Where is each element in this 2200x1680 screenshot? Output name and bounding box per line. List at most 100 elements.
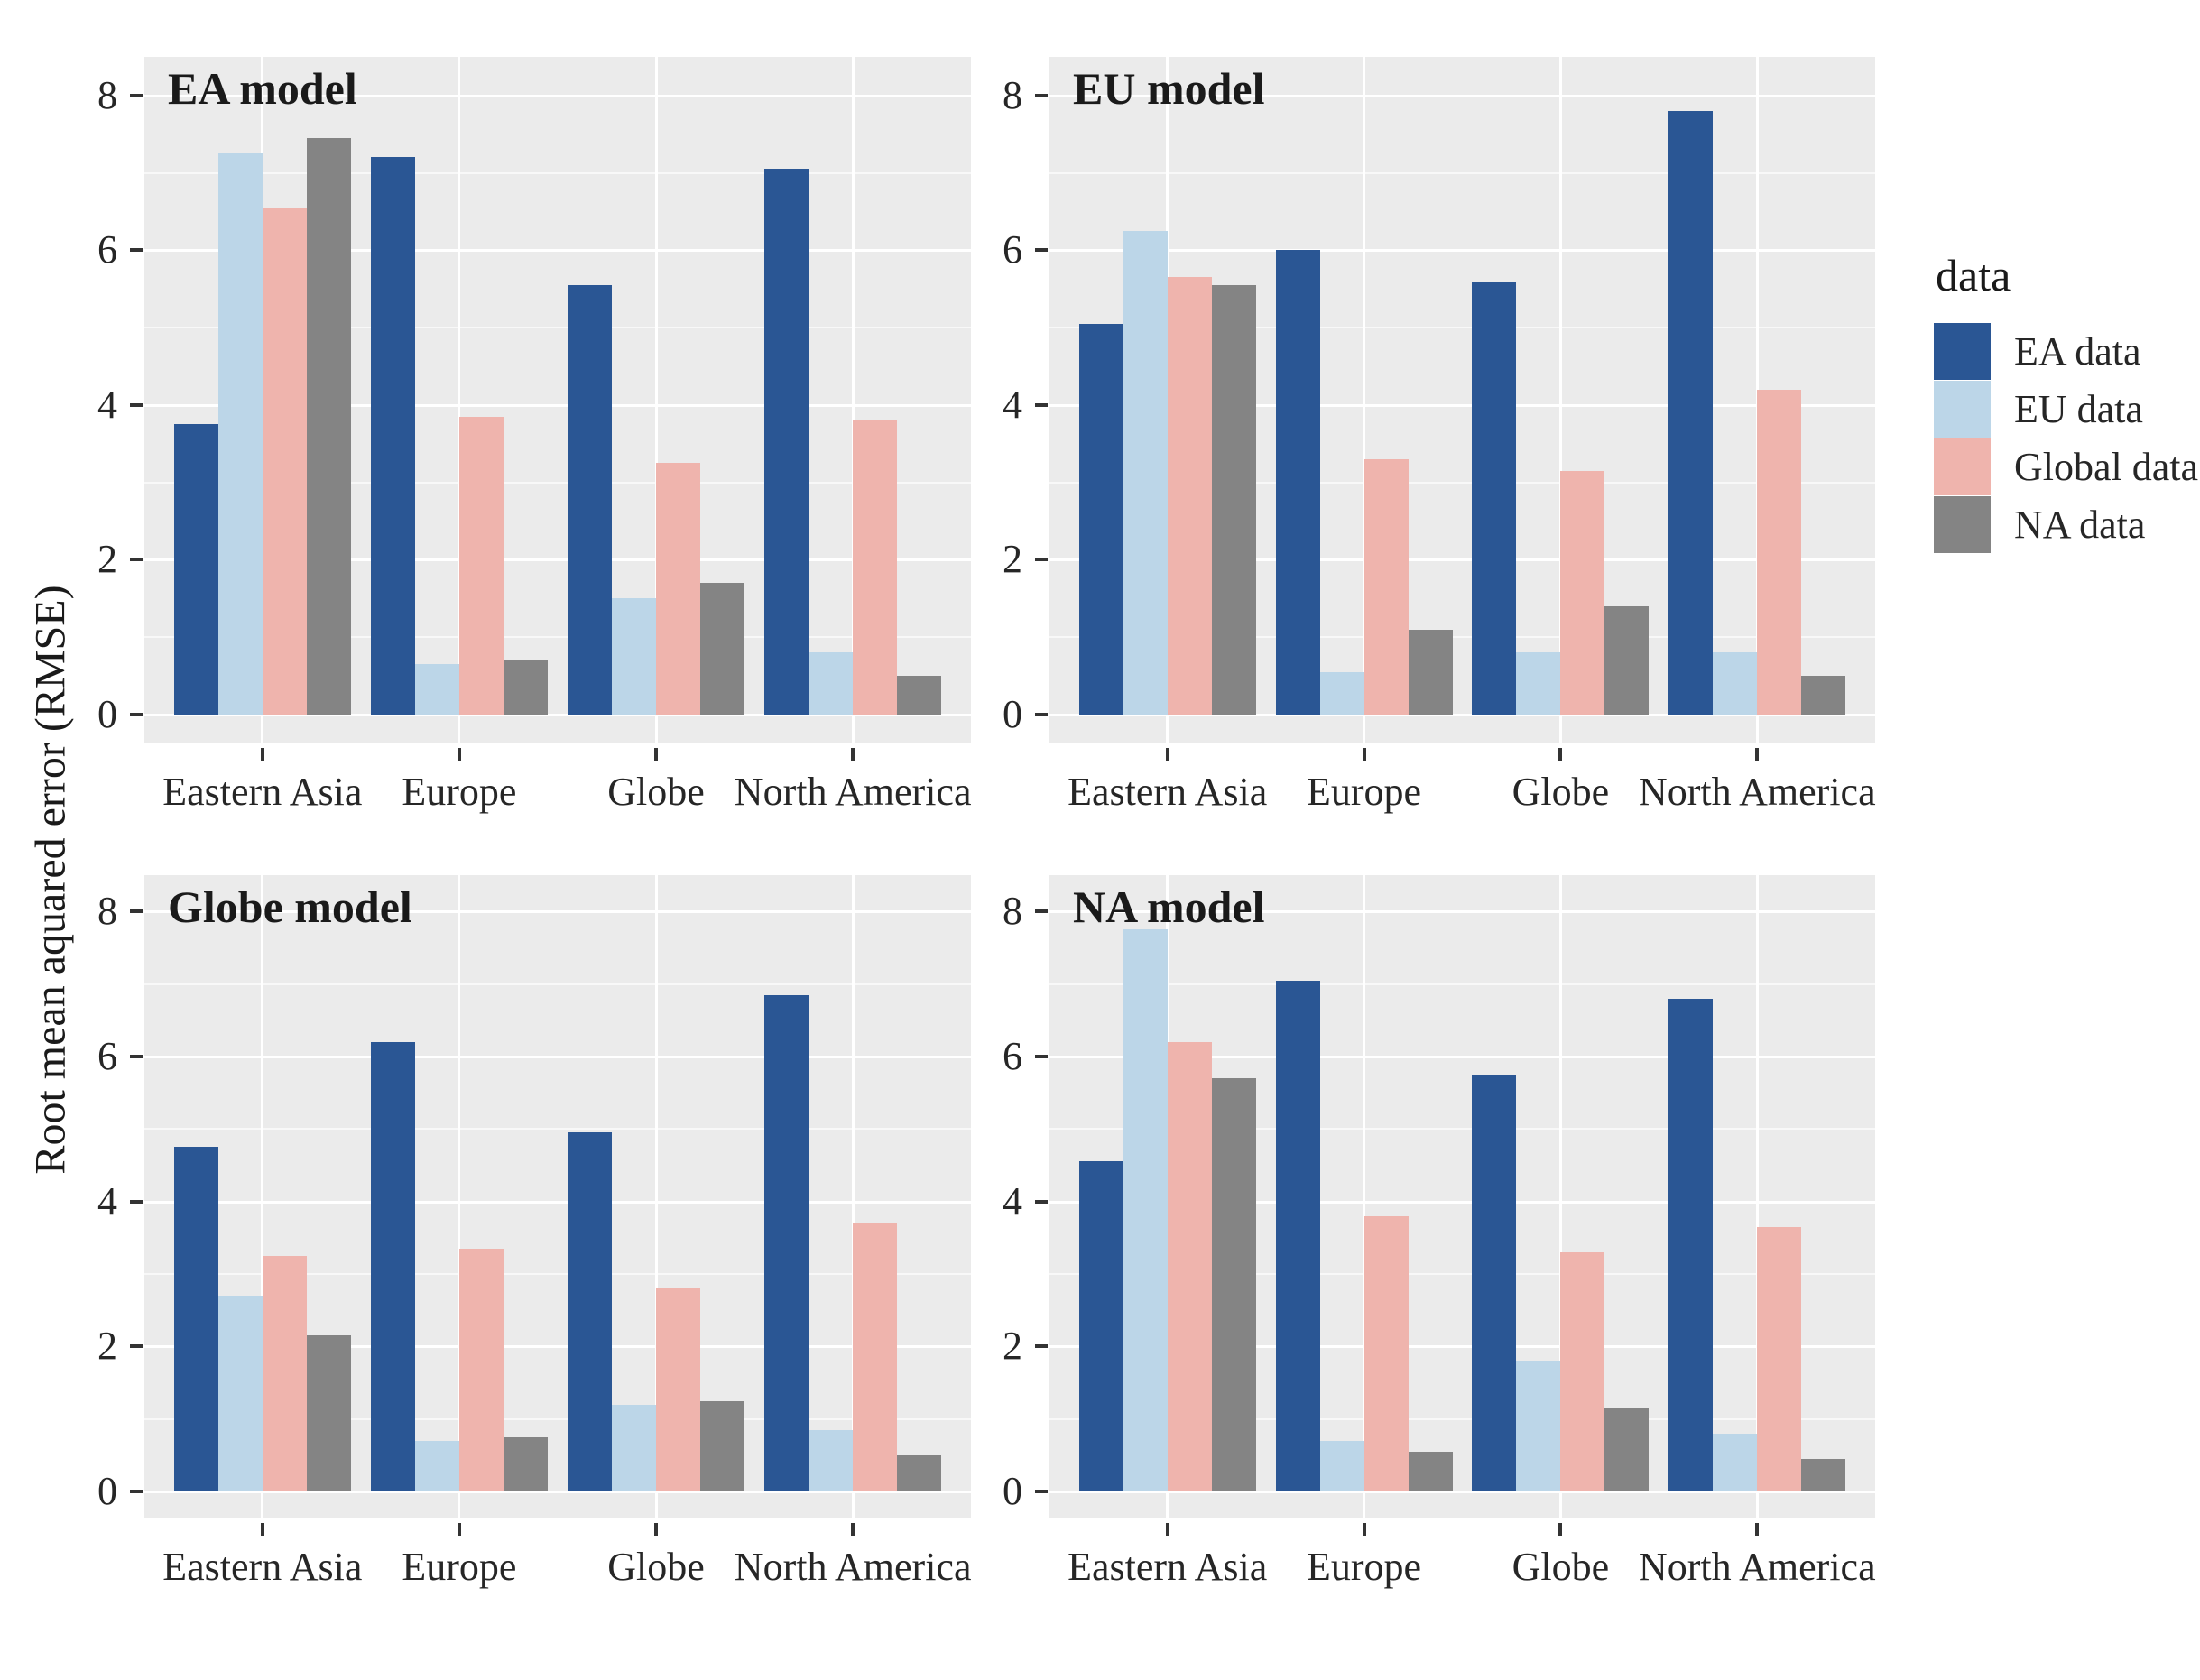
major-gridline-y0 bbox=[144, 714, 971, 716]
major-gridline-x-0 bbox=[261, 875, 264, 1518]
major-gridline-y6 bbox=[144, 1055, 971, 1058]
y-tick-mark-2 bbox=[1035, 558, 1048, 562]
bar-global-data-north-america bbox=[853, 1223, 898, 1491]
y-tick-label-2: 2 bbox=[97, 1324, 117, 1369]
minor-gridline-y5 bbox=[144, 327, 971, 329]
bar-ea-data-north-america bbox=[764, 169, 809, 715]
major-gridline-y0 bbox=[144, 1491, 971, 1493]
bar-global-data-north-america bbox=[853, 420, 898, 715]
x-tick-label-europe: Europe bbox=[402, 1545, 517, 1589]
y-tick-mark-6 bbox=[130, 1054, 143, 1058]
bar-ea-data-globe bbox=[1472, 281, 1517, 715]
bar-na-data-globe bbox=[1604, 605, 1650, 715]
major-gridline-x-1 bbox=[458, 875, 461, 1518]
legend-swatch-na-data bbox=[1934, 496, 1991, 553]
bar-eu-data-eastern-asia bbox=[217, 153, 263, 715]
minor-gridline-y1 bbox=[144, 1417, 971, 1420]
minor-gridline-y7 bbox=[144, 171, 971, 174]
bar-na-data-eastern-asia bbox=[306, 1335, 351, 1491]
y-tick-label-0: 0 bbox=[1003, 1469, 1022, 1513]
bar-na-data-europe bbox=[1408, 629, 1453, 715]
bar-ea-data-north-america bbox=[764, 994, 809, 1491]
panel-title: EA model bbox=[168, 63, 357, 114]
major-gridline-x-3 bbox=[1755, 875, 1759, 1518]
x-tick-label-europe: Europe bbox=[1307, 770, 1422, 814]
y-tick-mark-0 bbox=[1035, 1490, 1048, 1493]
y-tick-label-4: 4 bbox=[1003, 1178, 1022, 1223]
major-gridline-x-1 bbox=[1363, 875, 1366, 1518]
x-tick-label-eastern-asia: Eastern Asia bbox=[1068, 770, 1268, 814]
panel-ea-model: 0 2 4 6 8 Eastern Asia Europe Globe North Americ… bbox=[97, 57, 971, 813]
bar-eu-data-north-america bbox=[809, 1429, 854, 1491]
legend-swatch-global-data bbox=[1934, 438, 1991, 495]
x-tick-mark-2 bbox=[654, 748, 659, 761]
bar-global-data-globe bbox=[656, 463, 701, 715]
y-tick-label-0: 0 bbox=[1003, 692, 1022, 736]
y-tick-label-8: 8 bbox=[1003, 72, 1022, 117]
bar-global-data-eastern-asia bbox=[1167, 277, 1212, 715]
bar-global-data-globe bbox=[656, 1288, 701, 1491]
bar-ea-data-eastern-asia bbox=[1078, 1161, 1123, 1491]
x-tick-mark-1 bbox=[457, 1523, 461, 1536]
y-tick-label-4: 4 bbox=[97, 382, 117, 427]
major-gridline-y4 bbox=[144, 1200, 971, 1204]
x-tick-label-eastern-asia: Eastern Asia bbox=[1068, 1545, 1268, 1589]
bar-eu-data-europe bbox=[1319, 1440, 1364, 1491]
minor-gridline-y3 bbox=[144, 481, 971, 484]
x-tick-label-globe: Globe bbox=[1511, 1545, 1610, 1589]
major-gridline-x-1 bbox=[458, 57, 461, 743]
panel-globe-model: 0 2 4 6 8 Eastern Asia Europe Globe North Americ… bbox=[97, 875, 971, 1588]
minor-gridline-y7 bbox=[1049, 983, 1875, 985]
major-gridline-x-2 bbox=[654, 57, 658, 743]
x-tick-label-eastern-asia: Eastern Asia bbox=[162, 770, 363, 814]
bar-na-data-north-america bbox=[897, 676, 942, 715]
minor-gridline-y5 bbox=[1049, 1128, 1875, 1131]
bar-ea-data-europe bbox=[370, 157, 415, 715]
bar-global-data-eastern-asia bbox=[262, 208, 307, 715]
bar-na-data-europe bbox=[503, 1436, 548, 1491]
major-gridline-x-3 bbox=[851, 57, 855, 743]
major-gridline-y6 bbox=[144, 249, 971, 253]
y-tick-label-4: 4 bbox=[1003, 382, 1022, 427]
y-tick-mark-6 bbox=[1035, 248, 1048, 253]
y-tick-mark-4 bbox=[130, 402, 143, 407]
bar-global-data-north-america bbox=[1757, 1226, 1802, 1491]
minor-gridline-y7 bbox=[144, 983, 971, 985]
bar-global-data-eastern-asia bbox=[262, 1255, 307, 1491]
x-tick-mark-0 bbox=[260, 1523, 264, 1536]
major-gridline-y4 bbox=[1049, 403, 1875, 407]
y-tick-label-8: 8 bbox=[97, 889, 117, 934]
y-tick-mark-8 bbox=[1035, 93, 1048, 97]
major-gridline-y0 bbox=[1049, 714, 1875, 716]
bar-ea-data-eastern-asia bbox=[1078, 323, 1123, 715]
x-tick-label-north-america: North America bbox=[1638, 1545, 1876, 1589]
bar-global-data-eastern-asia bbox=[1167, 1041, 1212, 1491]
bar-ea-data-globe bbox=[568, 1132, 613, 1491]
bar-na-data-eastern-asia bbox=[1211, 1077, 1256, 1491]
bar-eu-data-eastern-asia bbox=[217, 1296, 263, 1491]
minor-gridline-y1 bbox=[1049, 636, 1875, 639]
legend-label: EU data bbox=[2014, 387, 2143, 431]
x-tick-label-globe: Globe bbox=[607, 770, 705, 814]
bar-global-data-north-america bbox=[1757, 389, 1802, 715]
legend-title: data bbox=[1936, 250, 2011, 300]
major-gridline-y8 bbox=[144, 94, 971, 97]
y-tick-mark-0 bbox=[130, 1490, 143, 1493]
legend-entry-global-data: Global data bbox=[1934, 438, 2200, 495]
minor-gridline-y3 bbox=[144, 1272, 971, 1275]
x-tick-label-north-america: North America bbox=[734, 770, 972, 814]
x-tick-mark-0 bbox=[1165, 1523, 1169, 1536]
bar-eu-data-north-america bbox=[809, 652, 854, 715]
x-tick-label-globe: Globe bbox=[607, 1545, 705, 1589]
x-tick-mark-3 bbox=[851, 748, 855, 761]
x-tick-label-north-america: North America bbox=[1638, 770, 1876, 814]
bar-na-data-eastern-asia bbox=[306, 138, 351, 715]
legend-label: EA data bbox=[2014, 329, 2141, 374]
bar-na-data-europe bbox=[1408, 1451, 1453, 1491]
panel-title: Globe model bbox=[168, 882, 412, 932]
bar-ea-data-europe bbox=[1275, 250, 1320, 715]
bar-eu-data-europe bbox=[414, 664, 459, 715]
x-tick-mark-1 bbox=[1362, 748, 1366, 761]
y-axis-title: Root mean aquared error (RMSE) bbox=[26, 585, 75, 1175]
plot-area bbox=[1049, 875, 1875, 1518]
